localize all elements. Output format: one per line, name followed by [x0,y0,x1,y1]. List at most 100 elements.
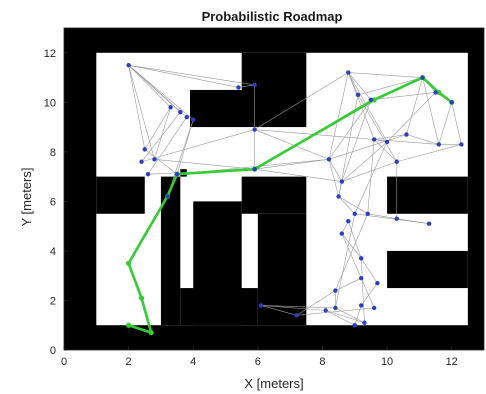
roadmap-node [333,288,338,293]
roadmap-edge [338,196,355,214]
roadmap-edge [128,65,155,160]
roadmap-edge [328,72,349,160]
x-tick-label: 6 [255,356,261,368]
roadmap-node [168,105,173,110]
roadmap-node [252,166,257,172]
roadmap-edge [370,92,436,101]
roadmap-edge [128,64,239,88]
roadmap-edge [360,282,378,306]
roadmap-edge [341,141,388,182]
roadmap-node [333,305,338,311]
x-tick-label: 2 [126,356,132,368]
roadmap-edge [348,72,423,78]
roadmap-edge [328,159,343,182]
roadmap-edge [128,64,171,108]
roadmap-edge [348,72,388,143]
x-tick-label: 0 [61,356,67,368]
roadmap-node [346,219,351,224]
roadmap-edge [354,141,388,214]
roadmap-edge [360,278,375,309]
roadmap-edge [338,196,368,215]
roadmap-node [336,194,341,199]
roadmap-node [404,132,409,137]
obstacle-block [467,28,484,350]
roadmap-node [126,62,131,68]
x-tick-label: 8 [319,356,325,368]
path-waypoint [148,330,154,336]
chart-title: Probabilistic Roadmap [202,9,343,24]
obstacle-block [254,94,307,128]
roadmap-edge [238,84,255,88]
roadmap-edge [406,77,423,135]
roadmap-edge [422,77,440,145]
roadmap-node [165,194,170,199]
roadmap-edge [341,99,372,182]
roadmap-edge [325,310,355,326]
roadmap-edge [341,233,362,259]
path-waypoint [436,89,442,95]
roadmap-edge [335,307,365,324]
roadmap-edge [260,305,297,316]
obstacle-block [387,176,468,214]
y-tick-label: 6 [50,196,56,208]
roadmap-edge [154,158,255,170]
roadmap-edge [341,161,397,182]
roadmap-edge [254,129,330,160]
roadmap-edge [296,290,336,316]
roadmap-node [394,216,399,221]
roadmap-edge [261,305,336,309]
roadmap-edge [254,158,329,170]
roadmap-node [139,159,144,164]
roadmap-edge [128,65,146,150]
roadmap-edge [296,307,375,316]
roadmap-node [368,97,374,103]
roadmap-node [459,142,464,147]
roadmap-edge [144,149,178,175]
x-axis-ticks: 0 2 4 6 8 10 12 [61,346,458,368]
y-tick-label: 10 [44,97,56,109]
roadmap-node [339,179,345,184]
roadmap-edge [406,134,439,145]
roadmap-edge [154,107,171,160]
roadmap-edge [367,213,397,220]
obstacle-block [387,250,468,289]
roadmap-edge [386,92,436,143]
path-waypoint [138,295,145,301]
obstacle-block [160,176,181,326]
roadmap-node [365,211,370,216]
x-tick-label: 10 [381,356,393,368]
roadmap-node [355,92,361,98]
roadmap-edge [396,144,462,163]
roadmap-node [394,159,399,164]
roadmap-node [359,256,364,261]
y-tick-label: 4 [50,246,56,258]
roadmap-edge [374,134,407,140]
roadmap-node [371,305,377,311]
plot-area [63,27,485,351]
roadmap-edge [357,77,423,96]
y-tick-label: 8 [50,147,56,159]
roadmap-edge [341,233,362,279]
roadmap-node [362,320,367,325]
roadmap-edge [438,102,452,145]
roadmap-node [184,114,189,120]
plot-border [63,27,485,351]
roadmap-edge [335,213,368,291]
roadmap-node [252,82,257,88]
obstacle-block [64,325,484,350]
obstacle-block [64,28,97,350]
roadmap-edge [374,139,439,145]
roadmap-edge [147,117,188,175]
roadmap-edge [348,72,372,101]
roadmap-node [178,110,183,115]
path-waypoint [371,97,377,103]
roadmap-node [258,303,264,308]
roadmap-node [420,75,425,80]
roadmap-edge [254,72,349,130]
roadmap-node [359,275,364,281]
roadmap-edge [335,277,362,291]
roadmap-node [145,171,151,177]
roadmap-edge [341,221,349,234]
roadmap-node [191,117,196,122]
